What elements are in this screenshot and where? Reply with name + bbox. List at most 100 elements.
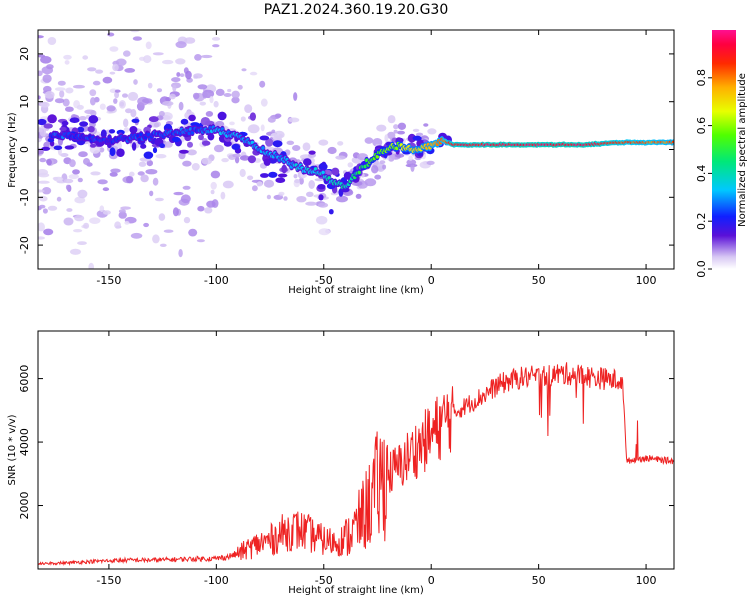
spectrum-noise-speck	[379, 160, 386, 165]
spectrum-noise-speck	[154, 197, 164, 202]
spectrum-noise-speck	[77, 177, 83, 183]
spectrum-blob	[328, 209, 334, 215]
snr-y-axis-label: SNR (10 * v/v)	[7, 414, 18, 485]
spectrum-noise-speck	[74, 196, 86, 204]
spectrum-noise-speck	[266, 194, 271, 200]
spectrum-noise-speck	[196, 239, 205, 243]
colorbar-tick-label: 0.6	[695, 117, 708, 135]
spectrum-blob	[100, 129, 107, 139]
spectrum-noise-speck	[337, 141, 344, 146]
spectrum-noise-speck	[393, 129, 398, 134]
spectrum-noise-speck	[317, 202, 329, 208]
spectrogram-y-ticks: -20 -10 0 10 20	[18, 47, 674, 254]
spectrum-blob	[116, 129, 125, 135]
spectrum-noise-speck	[247, 124, 260, 134]
spectrum-blob	[116, 148, 125, 157]
spectrum-blob	[107, 143, 112, 149]
spectrum-noise-speck	[83, 158, 90, 165]
spectrum-noise-speck	[78, 151, 88, 158]
spectrum-noise-speck	[223, 93, 232, 97]
spectrum-noise-speck	[252, 185, 258, 192]
snr-x-tick-label: -100	[204, 574, 229, 587]
spectrum-noise-speck	[113, 98, 118, 104]
spectrum-noise-speck	[178, 101, 184, 111]
spectrum-noise-speck	[124, 221, 130, 225]
spectrum-noise-speck	[73, 84, 85, 89]
spectrum-noise-speck	[118, 211, 127, 219]
spectrum-noise-speck	[204, 207, 213, 214]
spectrum-noise-speck	[102, 210, 111, 215]
spectrum-blob	[217, 111, 227, 121]
spectrum-noise-speck	[90, 171, 101, 176]
spectrum-noise-speck	[63, 217, 74, 226]
spectrum-blob	[412, 135, 422, 141]
spectrum-noise-speck	[65, 106, 74, 112]
spectrum-noise-speck	[227, 88, 232, 93]
spectrum-noise-speck	[102, 187, 110, 192]
spectrum-blob	[152, 147, 158, 154]
spectrum-noise-speck	[38, 172, 50, 178]
spectrum-noise-speck	[180, 73, 185, 77]
spectrum-noise-speck	[69, 248, 82, 255]
spectrum-noise-speck	[142, 98, 153, 104]
snr-x-ticks: -150 -100 -50 0 50 100	[96, 331, 657, 587]
spectrum-noise-speck	[191, 163, 200, 171]
spectrogram-y-tick-label: 0	[18, 146, 31, 153]
spectrum-noise-speck	[129, 171, 135, 177]
spectrum-noise-speck	[163, 229, 174, 233]
spectrum-noise-speck	[163, 141, 173, 148]
spectrum-noise-speck	[222, 180, 234, 189]
spectrum-noise-speck	[210, 181, 217, 190]
spectrum-noise-speck	[260, 124, 265, 132]
spectrum-noise-speck	[152, 234, 160, 244]
spectrum-noise-speck	[209, 96, 214, 104]
spectrum-noise-speck	[427, 128, 437, 135]
colorbar-scale	[712, 30, 736, 269]
spectrum-noise-speck	[123, 118, 129, 128]
spectrum-blob	[277, 173, 288, 178]
spectrum-blob	[317, 184, 326, 190]
spectrum-blob	[275, 177, 286, 183]
spectrum-noise-speck	[114, 89, 121, 93]
spectrogram-x-tick-label: 100	[636, 274, 657, 287]
spectrum-noise-speck	[133, 79, 138, 85]
spectrum-noise-speck	[205, 111, 214, 117]
spectrum-noise-speck	[39, 127, 47, 137]
spectrum-noise-speck	[90, 97, 96, 106]
spectrum-noise-speck	[412, 128, 420, 132]
spectrum-noise-speck	[125, 108, 133, 114]
spectrum-noise-speck	[43, 85, 52, 93]
spectrum-noise-speck	[169, 93, 176, 100]
spectrum-noise-speck	[42, 208, 48, 214]
spectrum-noise-speck	[38, 149, 44, 155]
spectrum-noise-speck	[143, 55, 152, 64]
spectrogram-x-tick-label: 0	[428, 274, 435, 287]
spectrum-noise-speck	[63, 178, 74, 184]
spectrum-noise-speck	[39, 157, 46, 163]
spectrum-noise-speck	[69, 159, 76, 168]
snr-x-tick-label: -150	[96, 574, 121, 587]
spectrum-blob	[318, 194, 324, 201]
spectrum-noise-speck	[239, 168, 246, 178]
spectrum-noise-speck	[293, 92, 298, 101]
spectrum-noise-speck	[149, 190, 154, 197]
spectrum-blob	[88, 115, 99, 124]
spectrum-noise-speck	[376, 124, 387, 132]
spectrum-noise-speck	[387, 115, 396, 124]
spectrum-blob	[202, 140, 211, 146]
spectrum-blob	[308, 150, 316, 155]
spectrum-noise-speck	[127, 91, 139, 101]
spectrum-noise-speck	[155, 154, 167, 159]
spectrum-noise-speck	[397, 122, 406, 130]
spectrum-noise-speck	[77, 241, 87, 246]
spectrum-blob	[187, 141, 193, 148]
spectrum-noise-speck	[288, 117, 300, 123]
spectrum-noise-speck	[314, 178, 324, 182]
colorbar-tick-label: 0.2	[695, 212, 708, 230]
spectrum-noise-speck	[294, 179, 300, 184]
spectrum-noise-speck	[327, 146, 337, 155]
spectrum-noise-speck	[95, 69, 104, 74]
spectrum-blob	[265, 138, 274, 147]
spectrum-noise-speck	[260, 98, 268, 107]
spectrum-noise-speck	[106, 105, 116, 112]
